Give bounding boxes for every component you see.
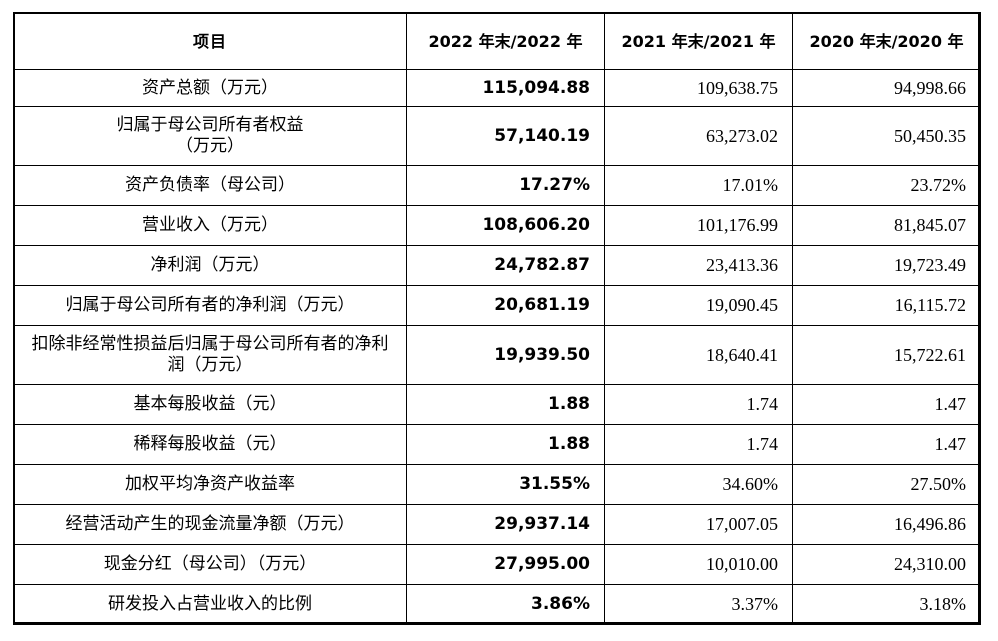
- row-label: 归属于母公司所有者权益 （万元）: [13, 106, 407, 166]
- value-2020: 1.47: [792, 384, 981, 425]
- value-2022: 57,140.19: [406, 106, 605, 166]
- value-2020: 16,115.72: [792, 285, 981, 326]
- value-2020: 27.50%: [792, 464, 981, 505]
- row-label: 资产负债率（母公司）: [13, 165, 407, 206]
- table-row: 经营活动产生的现金流量净额（万元） 29,937.14 17,007.05 16,49…: [13, 504, 981, 545]
- value-2021: 19,090.45: [604, 285, 793, 326]
- value-2020: 15,722.61: [792, 325, 981, 385]
- table-row: 净利润（万元） 24,782.87 23,413.36 19,723.49: [13, 245, 981, 286]
- row-label: 扣除非经常性损益后归属于母公司所有者的净利润（万元）: [13, 325, 407, 385]
- value-2021: 17,007.05: [604, 504, 793, 545]
- value-2021: 34.60%: [604, 464, 793, 505]
- row-label: 归属于母公司所有者的净利润（万元）: [13, 285, 407, 326]
- financial-summary-table: 项目 2022 年末/2022 年 2021 年末/2021 年 2020 年末…: [13, 12, 981, 625]
- value-2020: 1.47: [792, 424, 981, 465]
- value-2021: 17.01%: [604, 165, 793, 206]
- value-2020: 81,845.07: [792, 205, 981, 246]
- value-2022: 1.88: [406, 424, 605, 465]
- value-2020: 50,450.35: [792, 106, 981, 166]
- value-2021: 3.37%: [604, 584, 793, 625]
- table-row: 基本每股收益（元） 1.88 1.74 1.47: [13, 384, 981, 425]
- table-row: 资产负债率（母公司） 17.27% 17.01% 23.72%: [13, 165, 981, 206]
- value-2022: 29,937.14: [406, 504, 605, 545]
- row-label: 研发投入占营业收入的比例: [13, 584, 407, 625]
- value-2021: 1.74: [604, 384, 793, 425]
- value-2020: 3.18%: [792, 584, 981, 625]
- table-row: 资产总额（万元） 115,094.88 109,638.75 94,998.66: [13, 69, 981, 107]
- value-2021: 10,010.00: [604, 544, 793, 585]
- value-2021: 1.74: [604, 424, 793, 465]
- value-2022: 108,606.20: [406, 205, 605, 246]
- column-header-item: 项目: [13, 12, 407, 70]
- table-row: 归属于母公司所有者的净利润（万元） 20,681.19 19,090.45 16,11…: [13, 285, 981, 326]
- table-row: 研发投入占营业收入的比例 3.86% 3.37% 3.18%: [13, 584, 981, 625]
- row-label: 基本每股收益（元）: [13, 384, 407, 425]
- row-label: 稀释每股收益（元）: [13, 424, 407, 465]
- table-row: 营业收入（万元） 108,606.20 101,176.99 81,845.07: [13, 205, 981, 246]
- table-header-row: 项目 2022 年末/2022 年 2021 年末/2021 年 2020 年末…: [13, 12, 981, 70]
- value-2022: 31.55%: [406, 464, 605, 505]
- value-2022: 27,995.00: [406, 544, 605, 585]
- table-outer-border: [13, 12, 980, 624]
- value-2022: 17.27%: [406, 165, 605, 206]
- value-2020: 94,998.66: [792, 69, 981, 107]
- row-label: 营业收入（万元）: [13, 205, 407, 246]
- value-2021: 23,413.36: [604, 245, 793, 286]
- value-2022: 3.86%: [406, 584, 605, 625]
- row-label: 资产总额（万元）: [13, 69, 407, 107]
- value-2022: 115,094.88: [406, 69, 605, 107]
- table-row: 扣除非经常性损益后归属于母公司所有者的净利润（万元） 19,939.50 18,64…: [13, 325, 981, 385]
- value-2021: 109,638.75: [604, 69, 793, 107]
- value-2020: 16,496.86: [792, 504, 981, 545]
- table-row: 稀释每股收益（元） 1.88 1.74 1.47: [13, 424, 981, 465]
